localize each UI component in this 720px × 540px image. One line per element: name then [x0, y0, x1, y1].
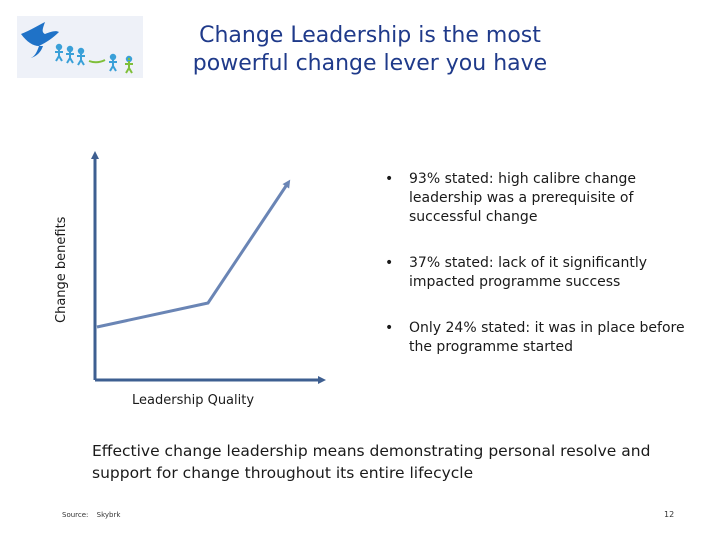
bullet-marker: • — [385, 255, 394, 271]
bullet-item: • Only 24% stated: it was in place befor… — [385, 319, 685, 357]
slide-title: Change Leadership is the most powerful c… — [160, 22, 580, 78]
page-number: 12 — [664, 510, 675, 519]
source-value: Skybrk — [96, 511, 121, 519]
logo — [17, 16, 143, 78]
bullet-item: • 37% stated: lack of it significantly i… — [385, 254, 685, 292]
summary-statement: Effective change leadership means demons… — [92, 442, 651, 482]
bullet-text: 93% stated: high calibre change leadersh… — [409, 171, 637, 225]
bullet-list: • 93% stated: high calibre change leader… — [385, 170, 685, 384]
y-axis-label: Change benefits — [54, 216, 69, 323]
bullet-marker: • — [385, 171, 394, 187]
bullet-text: 37% stated: lack of it significantly imp… — [409, 255, 648, 290]
slide-title-line-2: powerful change lever you have — [192, 51, 548, 76]
slide-title-line-1: Change Leadership is the most — [199, 23, 541, 48]
bullet-marker: • — [385, 320, 394, 336]
bullet-text: Only 24% stated: it was in place before … — [409, 320, 685, 355]
dove-logo-icon — [21, 22, 133, 74]
source-label: Source: — [62, 511, 89, 519]
source-note: Source: Skybrk — [62, 511, 120, 519]
bullet-item: • 93% stated: high calibre change leader… — [385, 170, 685, 227]
benefit-curve — [96, 179, 291, 329]
change-benefits-diagram — [91, 151, 326, 384]
x-axis-label: Leadership Quality — [132, 393, 255, 408]
